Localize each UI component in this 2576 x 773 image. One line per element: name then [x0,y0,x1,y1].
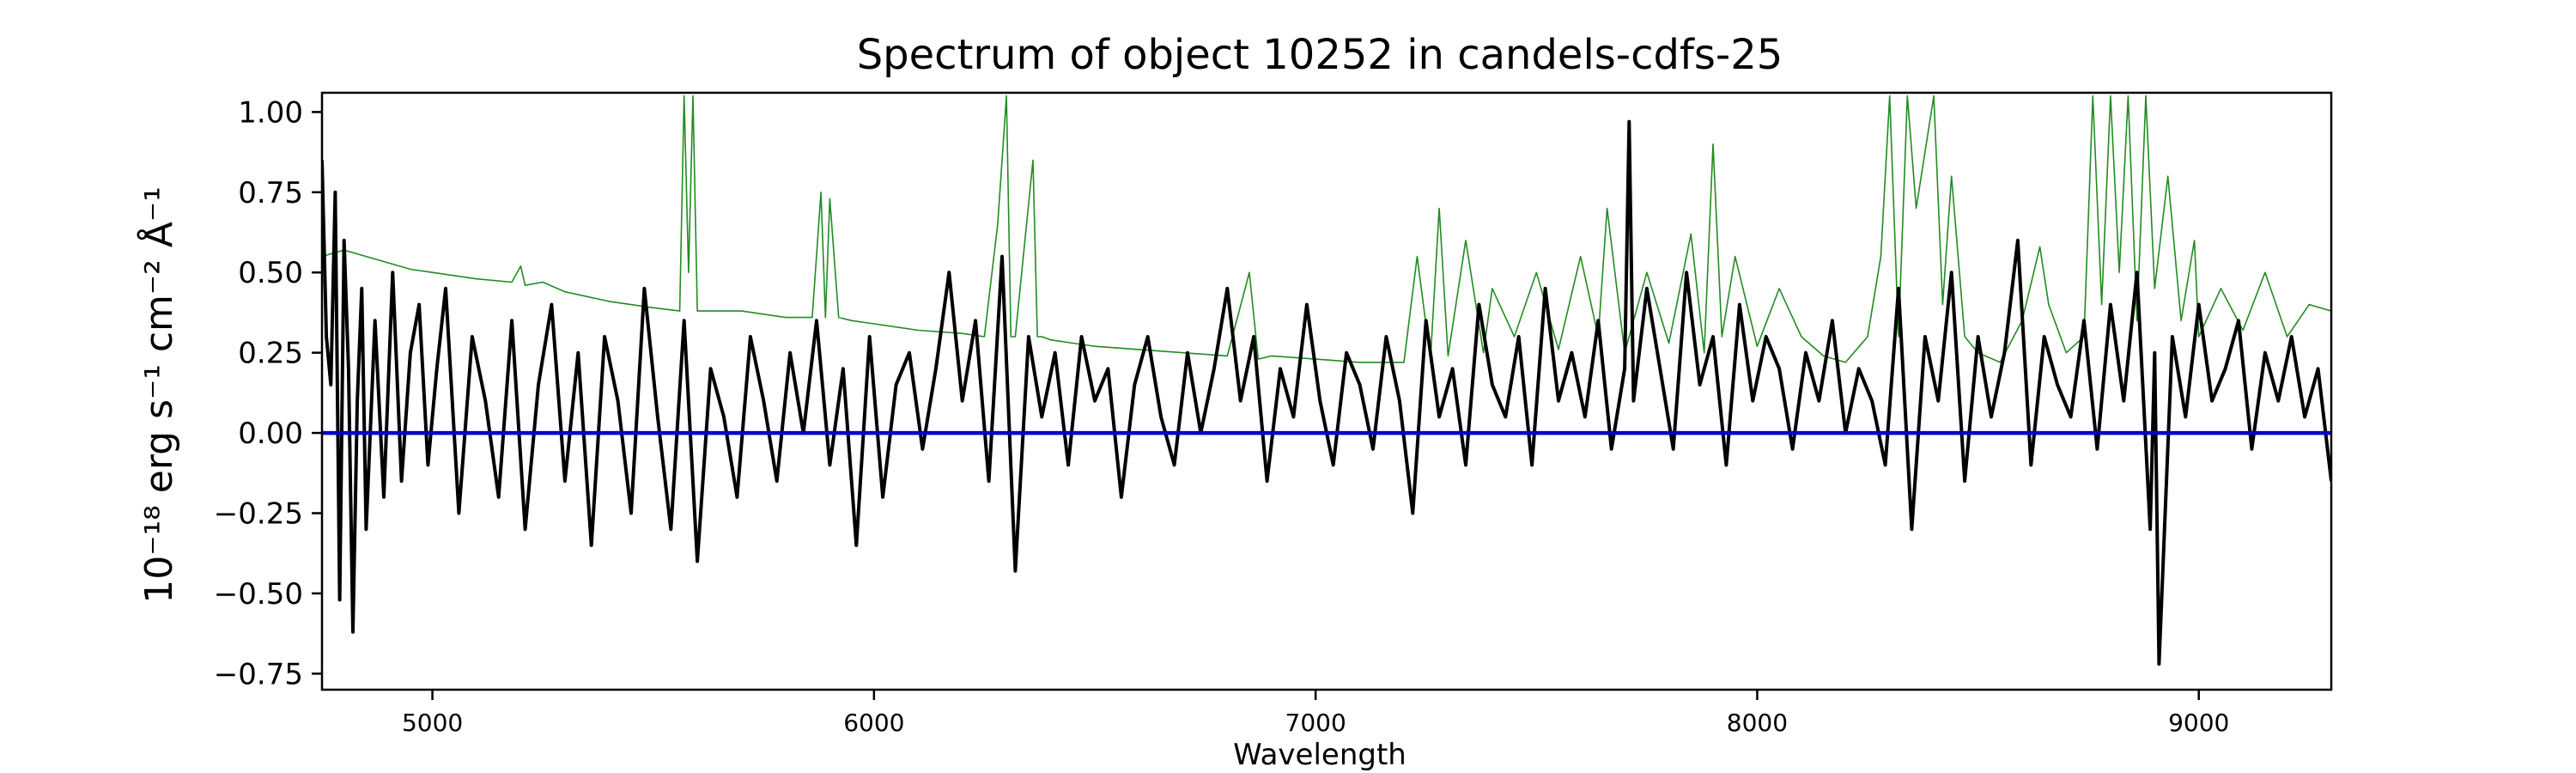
y-tick-label: 0.75 [238,176,303,210]
y-tick-label: 0.50 [238,256,303,290]
y-tick-label: 0.00 [238,417,303,451]
x-tick-label: 9000 [2168,709,2229,737]
chart-title: Spectrum of object 10252 in candels-cdfs… [857,31,1783,79]
y-axis: −0.75 −0.50 −0.25 0.00 0.25 0.50 0.75 1.00 [214,95,322,691]
x-tick-label: 5000 [402,709,463,737]
x-axis: 5000 6000 7000 8000 9000 [402,690,2229,737]
y-tick-label: 1.00 [238,95,303,130]
series-noise-line [322,94,2331,363]
plot-area [322,94,2331,666]
x-tick-label: 7000 [1285,709,1346,737]
x-tick-label: 8000 [1727,709,1788,737]
y-tick-label: −0.25 [214,496,303,531]
y-tick-label: −0.50 [214,577,303,612]
plot-frame [320,91,2333,691]
y-axis-label: 10⁻¹⁸ erg s⁻¹ cm⁻² Å⁻¹ [136,186,181,603]
y-tick-label: 0.25 [238,337,303,371]
x-tick-label: 6000 [843,709,904,737]
y-tick-label: −0.75 [214,657,303,691]
series-flux-line [322,119,2331,666]
x-axis-label: Wavelength [1233,738,1406,772]
